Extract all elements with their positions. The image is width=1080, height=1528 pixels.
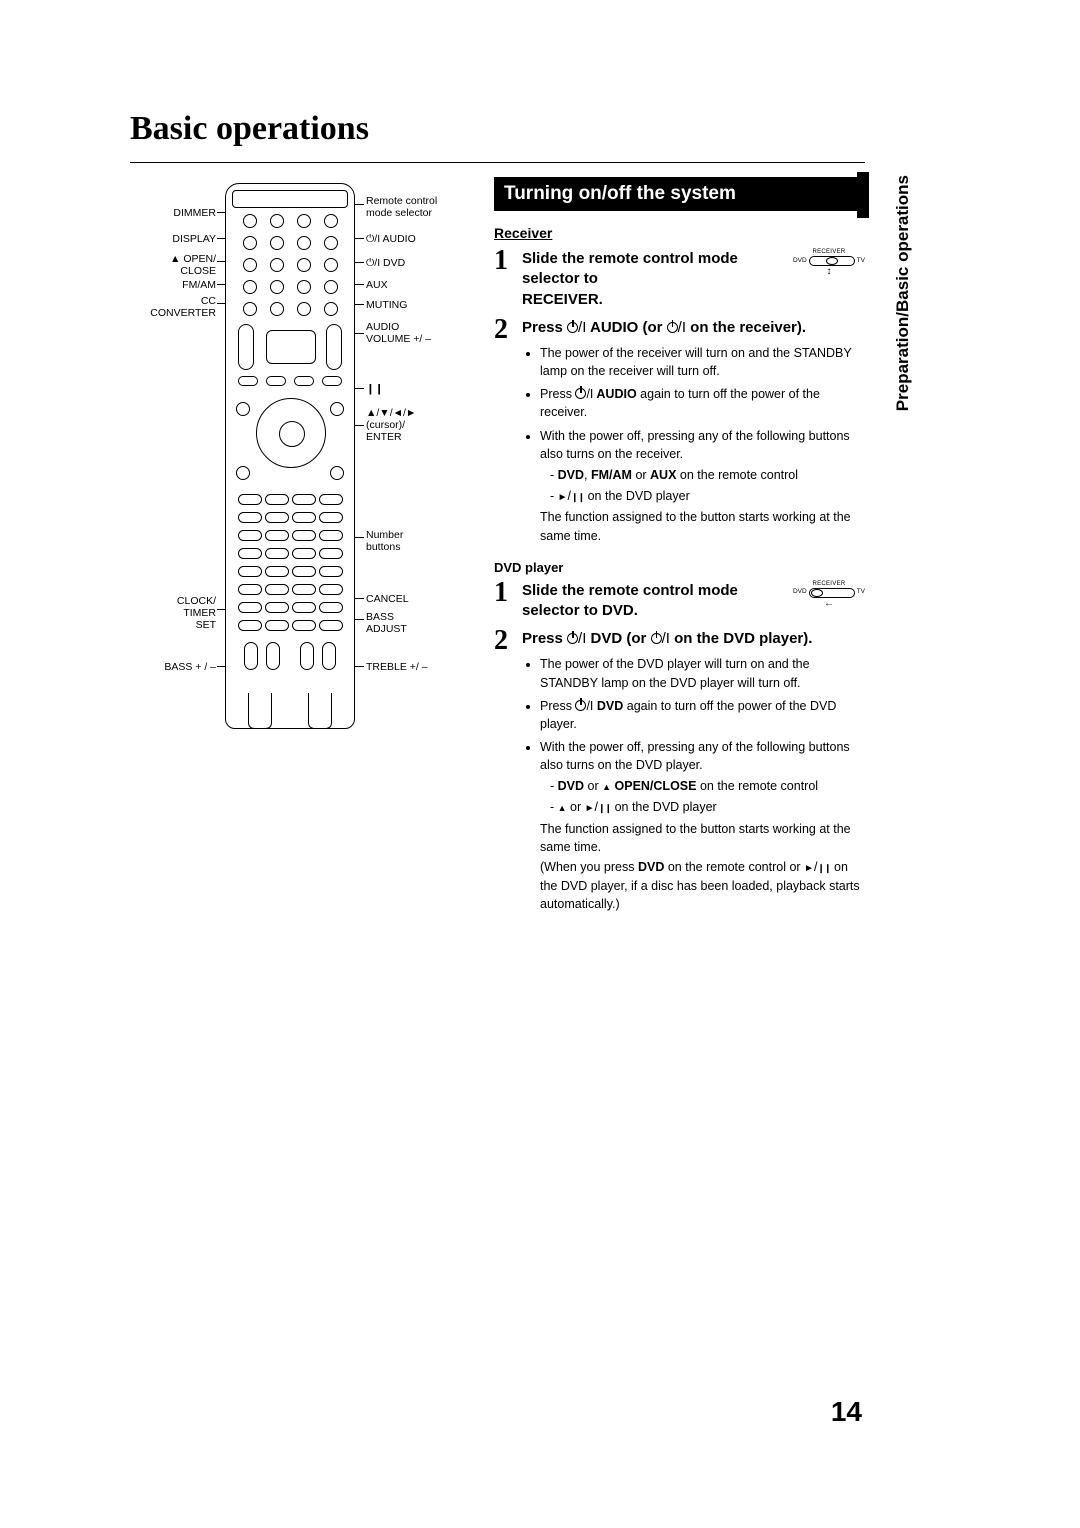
label-cancel: CANCEL xyxy=(366,593,409,605)
page-content: Basic operations DIMMER DISPLAY ▲ OPEN/ … xyxy=(130,110,865,924)
dvd-step-1: 1 Slide the remote control mode selector… xyxy=(494,579,865,622)
label-dimmer: DIMMER xyxy=(130,207,216,219)
remote-diagram: DIMMER DISPLAY ▲ OPEN/ CLOSE FM/AM CC CO… xyxy=(130,177,470,737)
play-icon xyxy=(585,800,595,814)
selector-arrow-icon: ← xyxy=(793,599,865,609)
label-cursor-enter: ▲/▼/◄/► (cursor)/ ENTER xyxy=(366,407,416,443)
bullet: Press /I DVD again to turn off the power… xyxy=(540,697,865,733)
dvd-step2-text: Press /I DVD (or /I on the DVD player). xyxy=(522,629,865,649)
label-audio-volume: AUDIO VOLUME +/ – xyxy=(366,321,431,345)
remote-body-outline xyxy=(225,183,355,729)
title-rule xyxy=(130,162,865,163)
label-clock-timer: CLOCK/ TIMER SET xyxy=(130,595,216,631)
dvd-step-2: 2 Press /I DVD (or /I on the DVD player)… xyxy=(494,627,865,918)
instructions-column: Turning on/off the system Receiver 1 Sli… xyxy=(494,177,865,924)
bullet: The power of the receiver will turn on a… xyxy=(540,344,865,380)
power-icon xyxy=(651,633,662,644)
label-treble-pm: TREBLE +/ – xyxy=(366,661,428,673)
label-bass-pm: BASS + / – xyxy=(130,661,216,673)
step-number: 1 xyxy=(494,247,522,310)
label-open-close: ▲ OPEN/ CLOSE xyxy=(130,253,216,277)
label-cc-converter: CC CONVERTER xyxy=(130,295,216,319)
note-text: (When you press DVD on the remote contro… xyxy=(540,858,865,913)
label-pause: ❙❙ xyxy=(366,383,384,395)
power-icon xyxy=(575,388,586,399)
step-number: 2 xyxy=(494,627,522,918)
selector-arrow-icon: ↕ xyxy=(793,267,865,277)
note-text: The function assigned to the button star… xyxy=(540,820,865,856)
bullet: The power of the DVD player will turn on… xyxy=(540,655,865,691)
label-aux: AUX xyxy=(366,279,388,291)
sub-bullet: DVD, FM/AM or AUX on the remote control xyxy=(550,466,865,484)
dvd-step1-text: Slide the remote control mode selector t… xyxy=(522,581,785,622)
eject-icon xyxy=(602,779,611,793)
selector-diagram-dvd: RECEIVER DVD TV ← xyxy=(793,581,865,609)
label-display: DISPLAY xyxy=(130,233,216,245)
note-text: The function assigned to the button star… xyxy=(540,508,865,544)
play-icon xyxy=(804,860,814,874)
label-muting: MUTING xyxy=(366,299,407,311)
receiver-step1-text: Slide the remote control mode selector t… xyxy=(522,249,785,310)
step-number: 2 xyxy=(494,316,522,550)
label-dvd-power: ⏻/I DVD xyxy=(366,257,405,270)
main-title: Basic operations xyxy=(130,110,865,148)
label-number-buttons: Number buttons xyxy=(366,529,403,553)
step-number: 1 xyxy=(494,579,522,622)
receiver-heading: Receiver xyxy=(494,225,865,241)
page-number: 14 xyxy=(831,1396,862,1428)
bullet: With the power off, pressing any of the … xyxy=(540,738,865,913)
label-fm-am: FM/AM xyxy=(130,279,216,291)
receiver-step-2: 2 Press /I AUDIO (or /I on the receiver)… xyxy=(494,316,865,550)
receiver-bullets: The power of the receiver will turn on a… xyxy=(522,344,865,545)
selector-diagram-receiver: RECEIVER DVD TV ↕ xyxy=(793,249,865,277)
label-audio-power: ⏻/I AUDIO xyxy=(366,233,416,246)
sub-bullet: / on the DVD player xyxy=(550,487,865,506)
pause-icon xyxy=(817,860,830,874)
power-icon xyxy=(667,322,678,333)
bullet: Press /I AUDIO again to turn off the pow… xyxy=(540,385,865,421)
bullet: With the power off, pressing any of the … xyxy=(540,427,865,545)
sub-bullet: or / on the DVD player xyxy=(550,798,865,817)
dvd-bullets: The power of the DVD player will turn on… xyxy=(522,655,865,912)
sub-bullet: DVD or OPEN/CLOSE on the remote control xyxy=(550,777,865,795)
label-bass-adjust: BASS ADJUST xyxy=(366,611,407,635)
receiver-step2-text: Press /I AUDIO (or /I on the receiver). xyxy=(522,318,865,338)
pause-icon xyxy=(598,800,611,814)
pause-icon xyxy=(571,489,584,503)
play-icon xyxy=(558,489,568,503)
dvd-heading: DVD player xyxy=(494,560,865,575)
remote-diagram-column: DIMMER DISPLAY ▲ OPEN/ CLOSE FM/AM CC CO… xyxy=(130,177,470,924)
receiver-step-1: 1 Slide the remote control mode selector… xyxy=(494,247,865,310)
section-title: Turning on/off the system xyxy=(494,177,865,211)
eject-icon xyxy=(558,800,567,814)
power-icon xyxy=(567,322,578,333)
label-remote-selector: Remote control mode selector xyxy=(366,195,437,219)
side-tab-text: Preparation/Basic operations xyxy=(893,175,913,411)
power-icon xyxy=(567,633,578,644)
power-icon xyxy=(575,700,586,711)
